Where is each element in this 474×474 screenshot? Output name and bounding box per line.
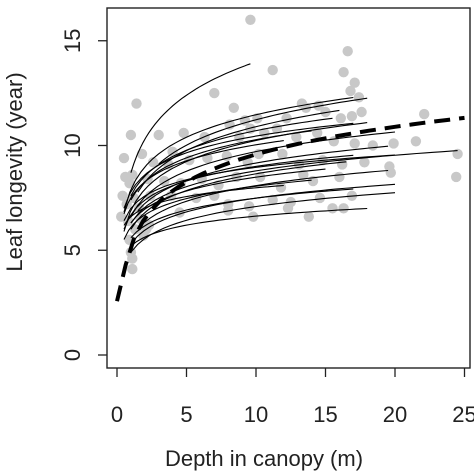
y-tick-label-2: 10 — [60, 133, 85, 157]
fitted-curve-19 — [130, 188, 354, 239]
y-axis-title: Leaf longevity (year) — [2, 72, 27, 271]
data-point-2 — [267, 64, 278, 76]
data-point-68 — [451, 171, 462, 183]
fitted-curve-2 — [123, 96, 354, 213]
y-tick-label-3: 15 — [60, 29, 85, 53]
x-tick-label-1: 5 — [180, 402, 192, 427]
data-point-81 — [314, 192, 326, 204]
fitted-curves — [123, 63, 458, 253]
fitted-curve-11 — [130, 150, 458, 224]
data-point-91 — [303, 211, 314, 222]
plot-frame — [106, 7, 471, 369]
fitted-curve-9 — [123, 140, 284, 214]
data-point-97 — [127, 263, 138, 275]
data-point-54 — [124, 178, 135, 189]
data-point-21 — [125, 129, 137, 141]
x-tick-label-5: 25 — [452, 402, 474, 427]
data-point-66 — [334, 171, 345, 183]
data-point-19 — [335, 113, 346, 124]
data-point-8 — [131, 98, 142, 109]
data-point-0 — [245, 14, 256, 25]
data-point-55 — [127, 169, 138, 180]
data-point-29 — [291, 131, 302, 143]
data-point-7 — [356, 106, 367, 118]
data-point-47 — [277, 148, 288, 160]
x-tick-label-0: 0 — [111, 402, 123, 427]
y-axis: 0 5 10 15 — [60, 29, 107, 361]
y-tick-label-0: 0 — [60, 349, 85, 361]
data-point-96 — [127, 253, 138, 264]
data-point-5 — [345, 85, 356, 97]
data-point-67 — [385, 167, 396, 178]
data-point-14 — [281, 113, 292, 124]
data-point-6 — [353, 92, 365, 103]
data-point-35 — [410, 136, 422, 147]
fitted-curve-21 — [130, 207, 368, 247]
x-tick-label-2: 10 — [244, 402, 268, 427]
fitted-curve-20 — [130, 192, 396, 253]
data-point-1 — [342, 46, 353, 57]
data-point-101 — [167, 146, 178, 157]
fitted-curve-16 — [137, 169, 389, 229]
fitted-curve-0 — [130, 63, 251, 173]
fitted-curve-1 — [158, 97, 368, 165]
data-point-18 — [320, 106, 331, 118]
x-tick-label-3: 15 — [313, 402, 337, 427]
data-point-36 — [419, 108, 430, 120]
data-point-63 — [275, 182, 287, 193]
data-point-78 — [243, 201, 255, 212]
data-point-90 — [282, 203, 294, 214]
data-point-92 — [327, 203, 338, 214]
data-point-13 — [252, 113, 263, 124]
data-point-4 — [349, 77, 360, 88]
data-point-93 — [338, 203, 349, 214]
fitted-curve-22 — [123, 184, 284, 226]
data-point-79 — [267, 194, 278, 206]
fitted-curve-7 — [123, 122, 354, 209]
x-axis-title: Depth in canopy (m) — [165, 446, 363, 471]
overall-fit-line — [115, 115, 465, 302]
y-tick-label-1: 5 — [60, 244, 85, 256]
data-point-69 — [117, 190, 128, 201]
data-point-3 — [338, 67, 349, 78]
data-point-51 — [359, 157, 370, 168]
fitted-curve-4 — [130, 117, 333, 197]
data-point-9 — [209, 87, 220, 99]
fitted-curve-6 — [130, 130, 312, 201]
data-point-39 — [136, 148, 148, 160]
data-point-38 — [118, 152, 130, 164]
x-axis: 0 5 10 15 20 25 — [111, 368, 474, 427]
data-point-10 — [228, 102, 239, 114]
data-point-89 — [223, 205, 234, 216]
fitted-curve-5 — [123, 122, 368, 232]
data-point-33 — [367, 140, 378, 151]
x-tick-label-4: 20 — [383, 402, 407, 427]
data-point-32 — [349, 138, 360, 149]
overall-fit — [115, 115, 465, 302]
fitted-curve-8 — [130, 131, 396, 217]
data-point-22 — [153, 129, 164, 141]
fitted-curve-14 — [123, 154, 396, 221]
data-point-23 — [178, 127, 189, 139]
data-point-34 — [388, 138, 399, 149]
data-point-40 — [147, 157, 159, 168]
plot-border — [106, 7, 471, 369]
data-point-20 — [346, 111, 358, 122]
data-point-37 — [452, 148, 463, 160]
fitted-curve-13 — [130, 161, 347, 230]
